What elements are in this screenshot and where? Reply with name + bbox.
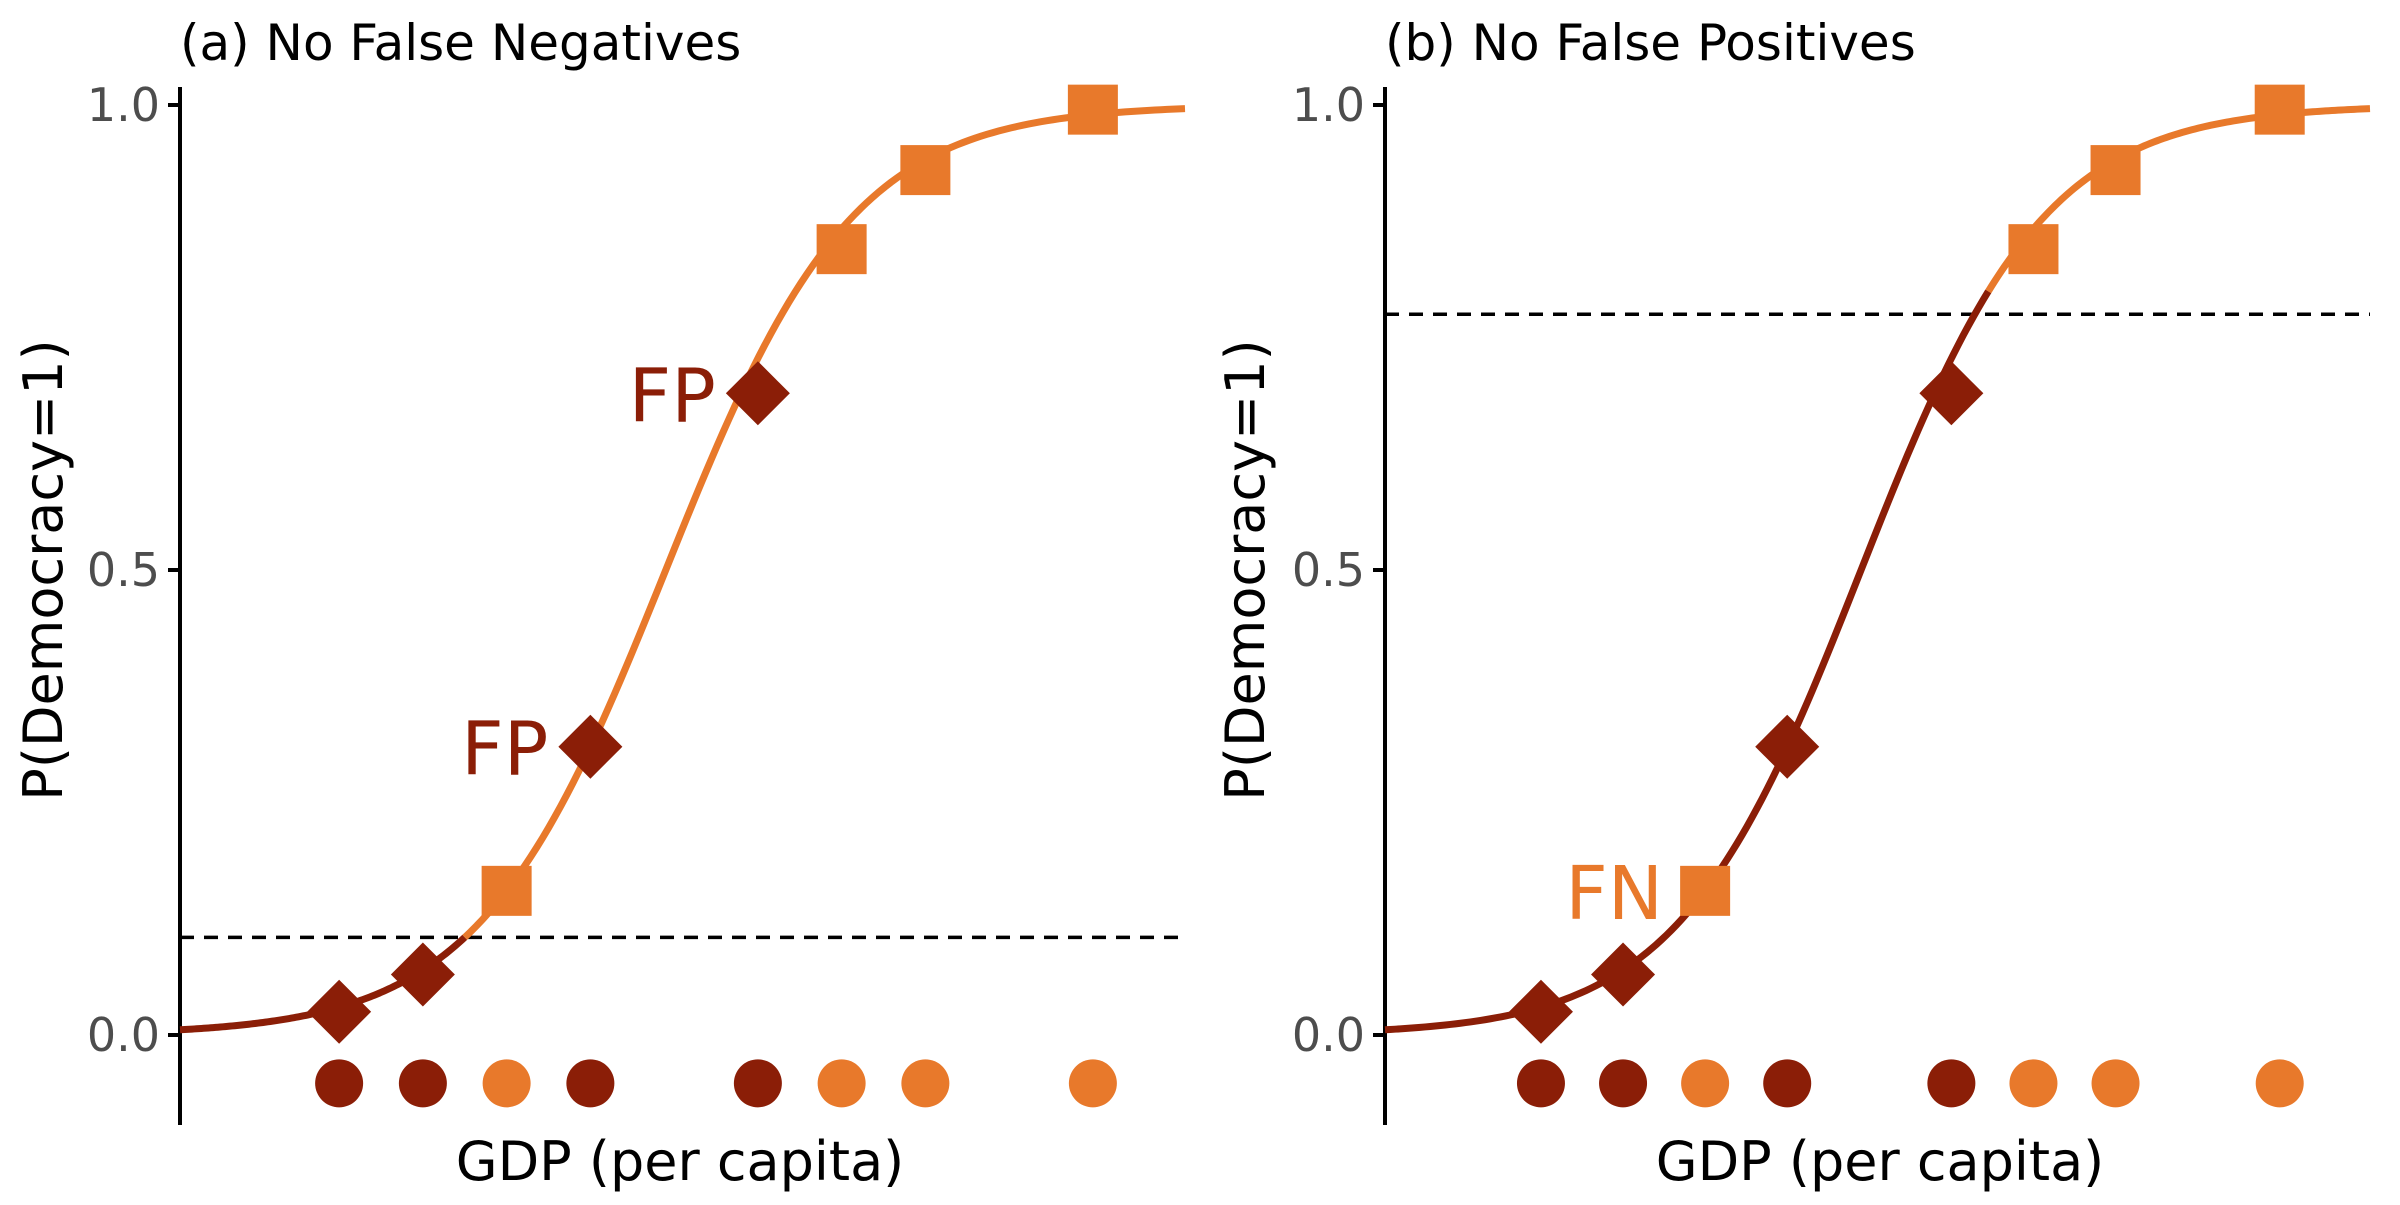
y-axis-title: P(Democracy=1) xyxy=(12,339,75,800)
y-axis-title: P(Democracy=1) xyxy=(1214,339,1277,800)
point-diamond xyxy=(1919,361,1984,426)
rug-circle xyxy=(315,1059,364,1108)
y-tick-label: 0.5 xyxy=(87,543,160,597)
point-diamond xyxy=(558,714,623,779)
point-diamond xyxy=(1508,979,1573,1044)
point-diamond xyxy=(1755,714,1820,779)
rug-circle xyxy=(1516,1059,1565,1108)
rug-circle xyxy=(733,1059,782,1108)
panel-b: (b) No False Positives 0.0 0.5 1.0 P(Democra… xyxy=(1214,14,2371,1193)
rug-circle xyxy=(1763,1059,1812,1108)
point-diamond xyxy=(307,979,372,1044)
rug-circle xyxy=(2255,1059,2304,1108)
rug-circle xyxy=(817,1059,866,1108)
rug-circle xyxy=(398,1059,447,1108)
y-tick-label: 0.0 xyxy=(1292,1008,1365,1062)
point-square xyxy=(1067,84,1118,135)
point-square xyxy=(2090,145,2141,196)
rug-circle xyxy=(1068,1059,1117,1108)
point-diamond xyxy=(1591,942,1656,1007)
point-square xyxy=(2008,224,2059,275)
rug-circle xyxy=(1927,1059,1976,1108)
rug-circle xyxy=(1681,1059,1730,1108)
y-tick-label: 1.0 xyxy=(1292,78,1365,132)
annotation-label: FN xyxy=(1565,851,1663,937)
rug-circle xyxy=(1599,1059,1648,1108)
rug-circle xyxy=(901,1059,950,1108)
panel-title: (a) No False Negatives xyxy=(180,14,741,72)
annotation-label: FP xyxy=(461,707,548,793)
point-diamond xyxy=(390,942,455,1007)
rug-circle xyxy=(482,1059,531,1108)
point-diamond xyxy=(725,361,790,426)
rug-circle xyxy=(566,1059,615,1108)
rug-circle xyxy=(2009,1059,2058,1108)
point-square xyxy=(900,145,951,196)
point-square xyxy=(1680,865,1731,916)
point-square xyxy=(816,224,867,275)
x-axis-title: GDP (per capita) xyxy=(1656,1130,2104,1193)
panel-title: (b) No False Positives xyxy=(1385,14,1916,72)
y-tick-label: 1.0 xyxy=(87,78,160,132)
point-square xyxy=(481,865,532,916)
curve-segment-negative xyxy=(1384,289,1992,1034)
curve-segment-positive xyxy=(1985,105,2371,294)
y-tick-label: 0.5 xyxy=(1292,543,1365,597)
annotation-label: FP xyxy=(629,353,716,439)
point-square xyxy=(2254,84,2305,135)
rug-circle xyxy=(2091,1059,2140,1108)
panel-a: (a) No False Negatives 0.0 0.5 1.0 P(Democra… xyxy=(12,14,1186,1193)
y-tick-label: 0.0 xyxy=(87,1008,160,1062)
x-axis-title: GDP (per capita) xyxy=(456,1130,904,1193)
